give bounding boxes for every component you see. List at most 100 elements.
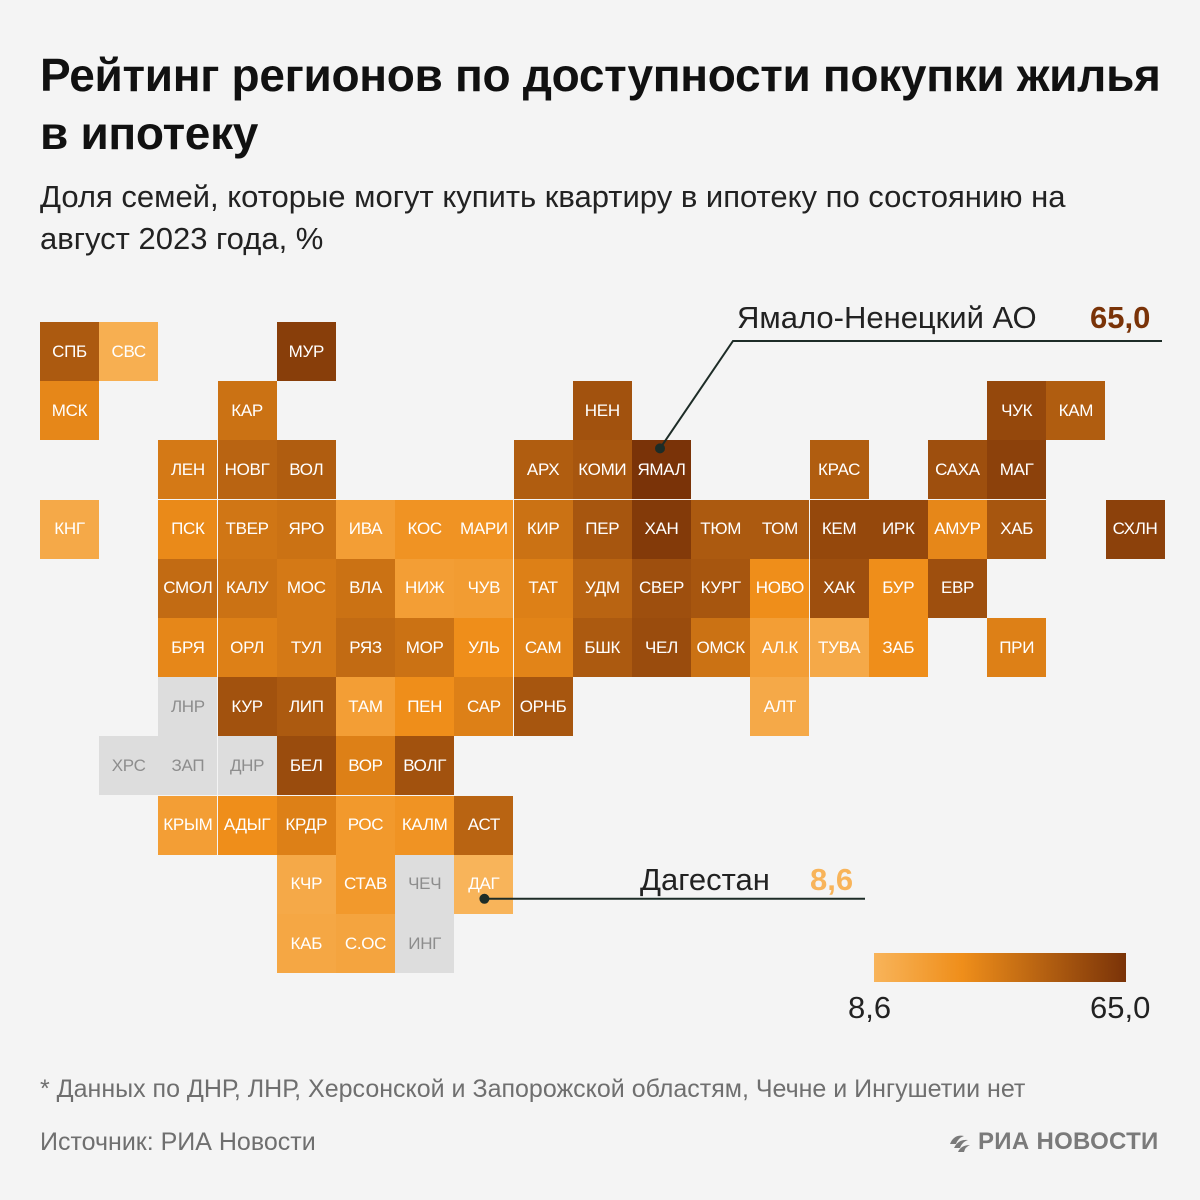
region-tile-НОВГ: НОВГ — [217, 440, 277, 500]
region-tile-УДМ: УДМ — [572, 558, 632, 618]
region-tile-ТАМ: ТАМ — [336, 677, 395, 737]
region-tile-СВЕР: СВЕР — [632, 558, 691, 618]
region-tile-ТУВА: ТУВА — [809, 618, 869, 677]
region-tile-ИНГ: ИНГ — [395, 914, 455, 973]
region-tile-КЕМ: КЕМ — [809, 499, 869, 559]
region-tile-ЯРО: ЯРО — [276, 499, 336, 559]
region-tile-С.ОС: С.ОС — [336, 914, 395, 973]
region-tile-БРЯ: БРЯ — [158, 618, 218, 677]
callout-dagestan-label: Дагестан — [640, 862, 770, 897]
region-tile-БЕЛ: БЕЛ — [276, 736, 336, 796]
region-tile-КАМ: КАМ — [1046, 381, 1106, 441]
region-tile-НИЖ: НИЖ — [395, 558, 455, 618]
region-tile-ЛЕН: ЛЕН — [158, 440, 218, 500]
legend-min-label: 8,6 — [848, 990, 892, 1025]
region-tile-КАЛМ: КАЛМ — [395, 795, 455, 855]
region-tile-КРЫМ: КРЫМ — [158, 795, 218, 855]
region-tile-КУРГ: КУРГ — [691, 558, 751, 618]
region-tile-ЛИП: ЛИП — [276, 677, 336, 737]
legend-max-label: 65,0 — [1090, 990, 1151, 1025]
region-tile-КРДР: КРДР — [276, 795, 336, 855]
region-tile-СПБ: СПБ — [40, 322, 99, 381]
region-tile-СТАВ: СТАВ — [336, 854, 395, 914]
region-tile-САМ: САМ — [513, 618, 573, 677]
region-tile-ПЕР: ПЕР — [572, 499, 632, 559]
region-tile-ВЛА: ВЛА — [336, 558, 395, 618]
region-tile-РЯЗ: РЯЗ — [336, 618, 395, 677]
region-tile-ХАК: ХАК — [809, 558, 869, 618]
region-tile-ОРЛ: ОРЛ — [217, 618, 277, 677]
region-tile-НОВО: НОВО — [750, 558, 810, 618]
region-tile-КИР: КИР — [513, 499, 573, 559]
region-tile-ТЮМ: ТЮМ — [691, 499, 751, 559]
footnote: * Данных по ДНР, ЛНР, Херсонской и Запор… — [40, 1075, 1026, 1103]
region-tile-ИВА: ИВА — [336, 499, 395, 559]
callout-yamal-label: Ямало-Ненецкий АО — [737, 300, 1037, 335]
region-tile-ТУЛ: ТУЛ — [276, 618, 336, 677]
region-tile-АМУР: АМУР — [928, 499, 987, 559]
region-tile-АДЫГ: АДЫГ — [217, 795, 277, 855]
region-tile-УЛЬ: УЛЬ — [454, 618, 514, 677]
region-tile-СМОЛ: СМОЛ — [158, 558, 218, 618]
region-tile-ТАТ: ТАТ — [513, 558, 573, 618]
region-tile-СВС: СВС — [99, 322, 159, 381]
ria-logo-text: РИА НОВОСТИ — [978, 1128, 1159, 1155]
region-tile-МАРИ: МАРИ — [454, 499, 514, 559]
region-tile-КНГ: КНГ — [40, 499, 99, 559]
region-tile-ОРНБ: ОРНБ — [513, 677, 573, 737]
region-tile-МСК: МСК — [40, 381, 99, 441]
region-tile-ЧЕЧ: ЧЕЧ — [395, 854, 455, 914]
region-tile-ХАБ: ХАБ — [987, 499, 1047, 559]
region-tile-КОМИ: КОМИ — [572, 440, 632, 500]
region-tile-ПРИ: ПРИ — [987, 618, 1047, 677]
region-tile-РОС: РОС — [336, 795, 395, 855]
region-tile-САХА: САХА — [928, 440, 987, 500]
region-tile-ДНР: ДНР — [217, 736, 277, 796]
region-tile-БУР: БУР — [868, 558, 928, 618]
region-tile-АСТ: АСТ — [454, 795, 514, 855]
region-tile-КРАС: КРАС — [809, 440, 869, 500]
region-tile-НЕН: НЕН — [572, 381, 632, 441]
region-tile-ОМСК: ОМСК — [691, 618, 751, 677]
region-tile-ИРК: ИРК — [868, 499, 928, 559]
region-tile-МУР: МУР — [276, 322, 336, 381]
region-tile-ВОЛ: ВОЛ — [276, 440, 336, 500]
region-tile-ХРС: ХРС — [99, 736, 159, 796]
region-tile-ЗАП: ЗАП — [158, 736, 218, 796]
chart-title: Рейтинг регионов по доступности покупки … — [40, 49, 1161, 159]
region-tile-ХАН: ХАН — [632, 499, 691, 559]
region-tile-СХЛН: СХЛН — [1105, 499, 1165, 559]
chart-subtitle: Доля семей, которые могут купить квартир… — [40, 179, 1066, 256]
region-tile-ЧУК: ЧУК — [987, 381, 1047, 441]
region-tile-ПЕН: ПЕН — [395, 677, 455, 737]
region-tile-МАГ: МАГ — [987, 440, 1047, 500]
ria-logo-icon — [950, 1135, 970, 1152]
region-tile-ВОЛГ: ВОЛГ — [395, 736, 455, 796]
region-tile-ЧУВ: ЧУВ — [454, 558, 514, 618]
region-tile-ТОМ: ТОМ — [750, 499, 810, 559]
region-tile-ЗАБ: ЗАБ — [868, 618, 928, 677]
region-tile-КОС: КОС — [395, 499, 455, 559]
legend-color-bar — [874, 953, 1126, 982]
region-tile-ЧЕЛ: ЧЕЛ — [632, 618, 691, 677]
region-tile-ЯМАЛ: ЯМАЛ — [632, 440, 691, 500]
region-tile-КАР: КАР — [217, 381, 277, 441]
callout-dagestan-value: 8,6 — [810, 862, 854, 897]
region-tile-КАЛУ: КАЛУ — [217, 558, 277, 618]
region-tile-МОС: МОС — [276, 558, 336, 618]
region-tile-ВОР: ВОР — [336, 736, 395, 796]
region-tile-ТВЕР: ТВЕР — [217, 499, 277, 559]
region-tile-КУР: КУР — [217, 677, 277, 737]
region-tile-АРХ: АРХ — [513, 440, 573, 500]
callout-yamal-value: 65,0 — [1090, 300, 1151, 335]
region-tile-АЛТ: АЛТ — [750, 677, 810, 737]
region-tile-САР: САР — [454, 677, 514, 737]
region-tile-ПСК: ПСК — [158, 499, 218, 559]
region-tile-АЛ.К: АЛ.К — [750, 618, 810, 677]
region-tile-ДАГ: ДАГ — [454, 854, 514, 914]
region-tile-КАБ: КАБ — [276, 914, 336, 973]
ria-logo: РИА НОВОСТИ — [948, 1128, 1159, 1156]
region-tile-КЧР: КЧР — [276, 854, 336, 914]
region-tile-ЛНР: ЛНР — [158, 677, 218, 737]
